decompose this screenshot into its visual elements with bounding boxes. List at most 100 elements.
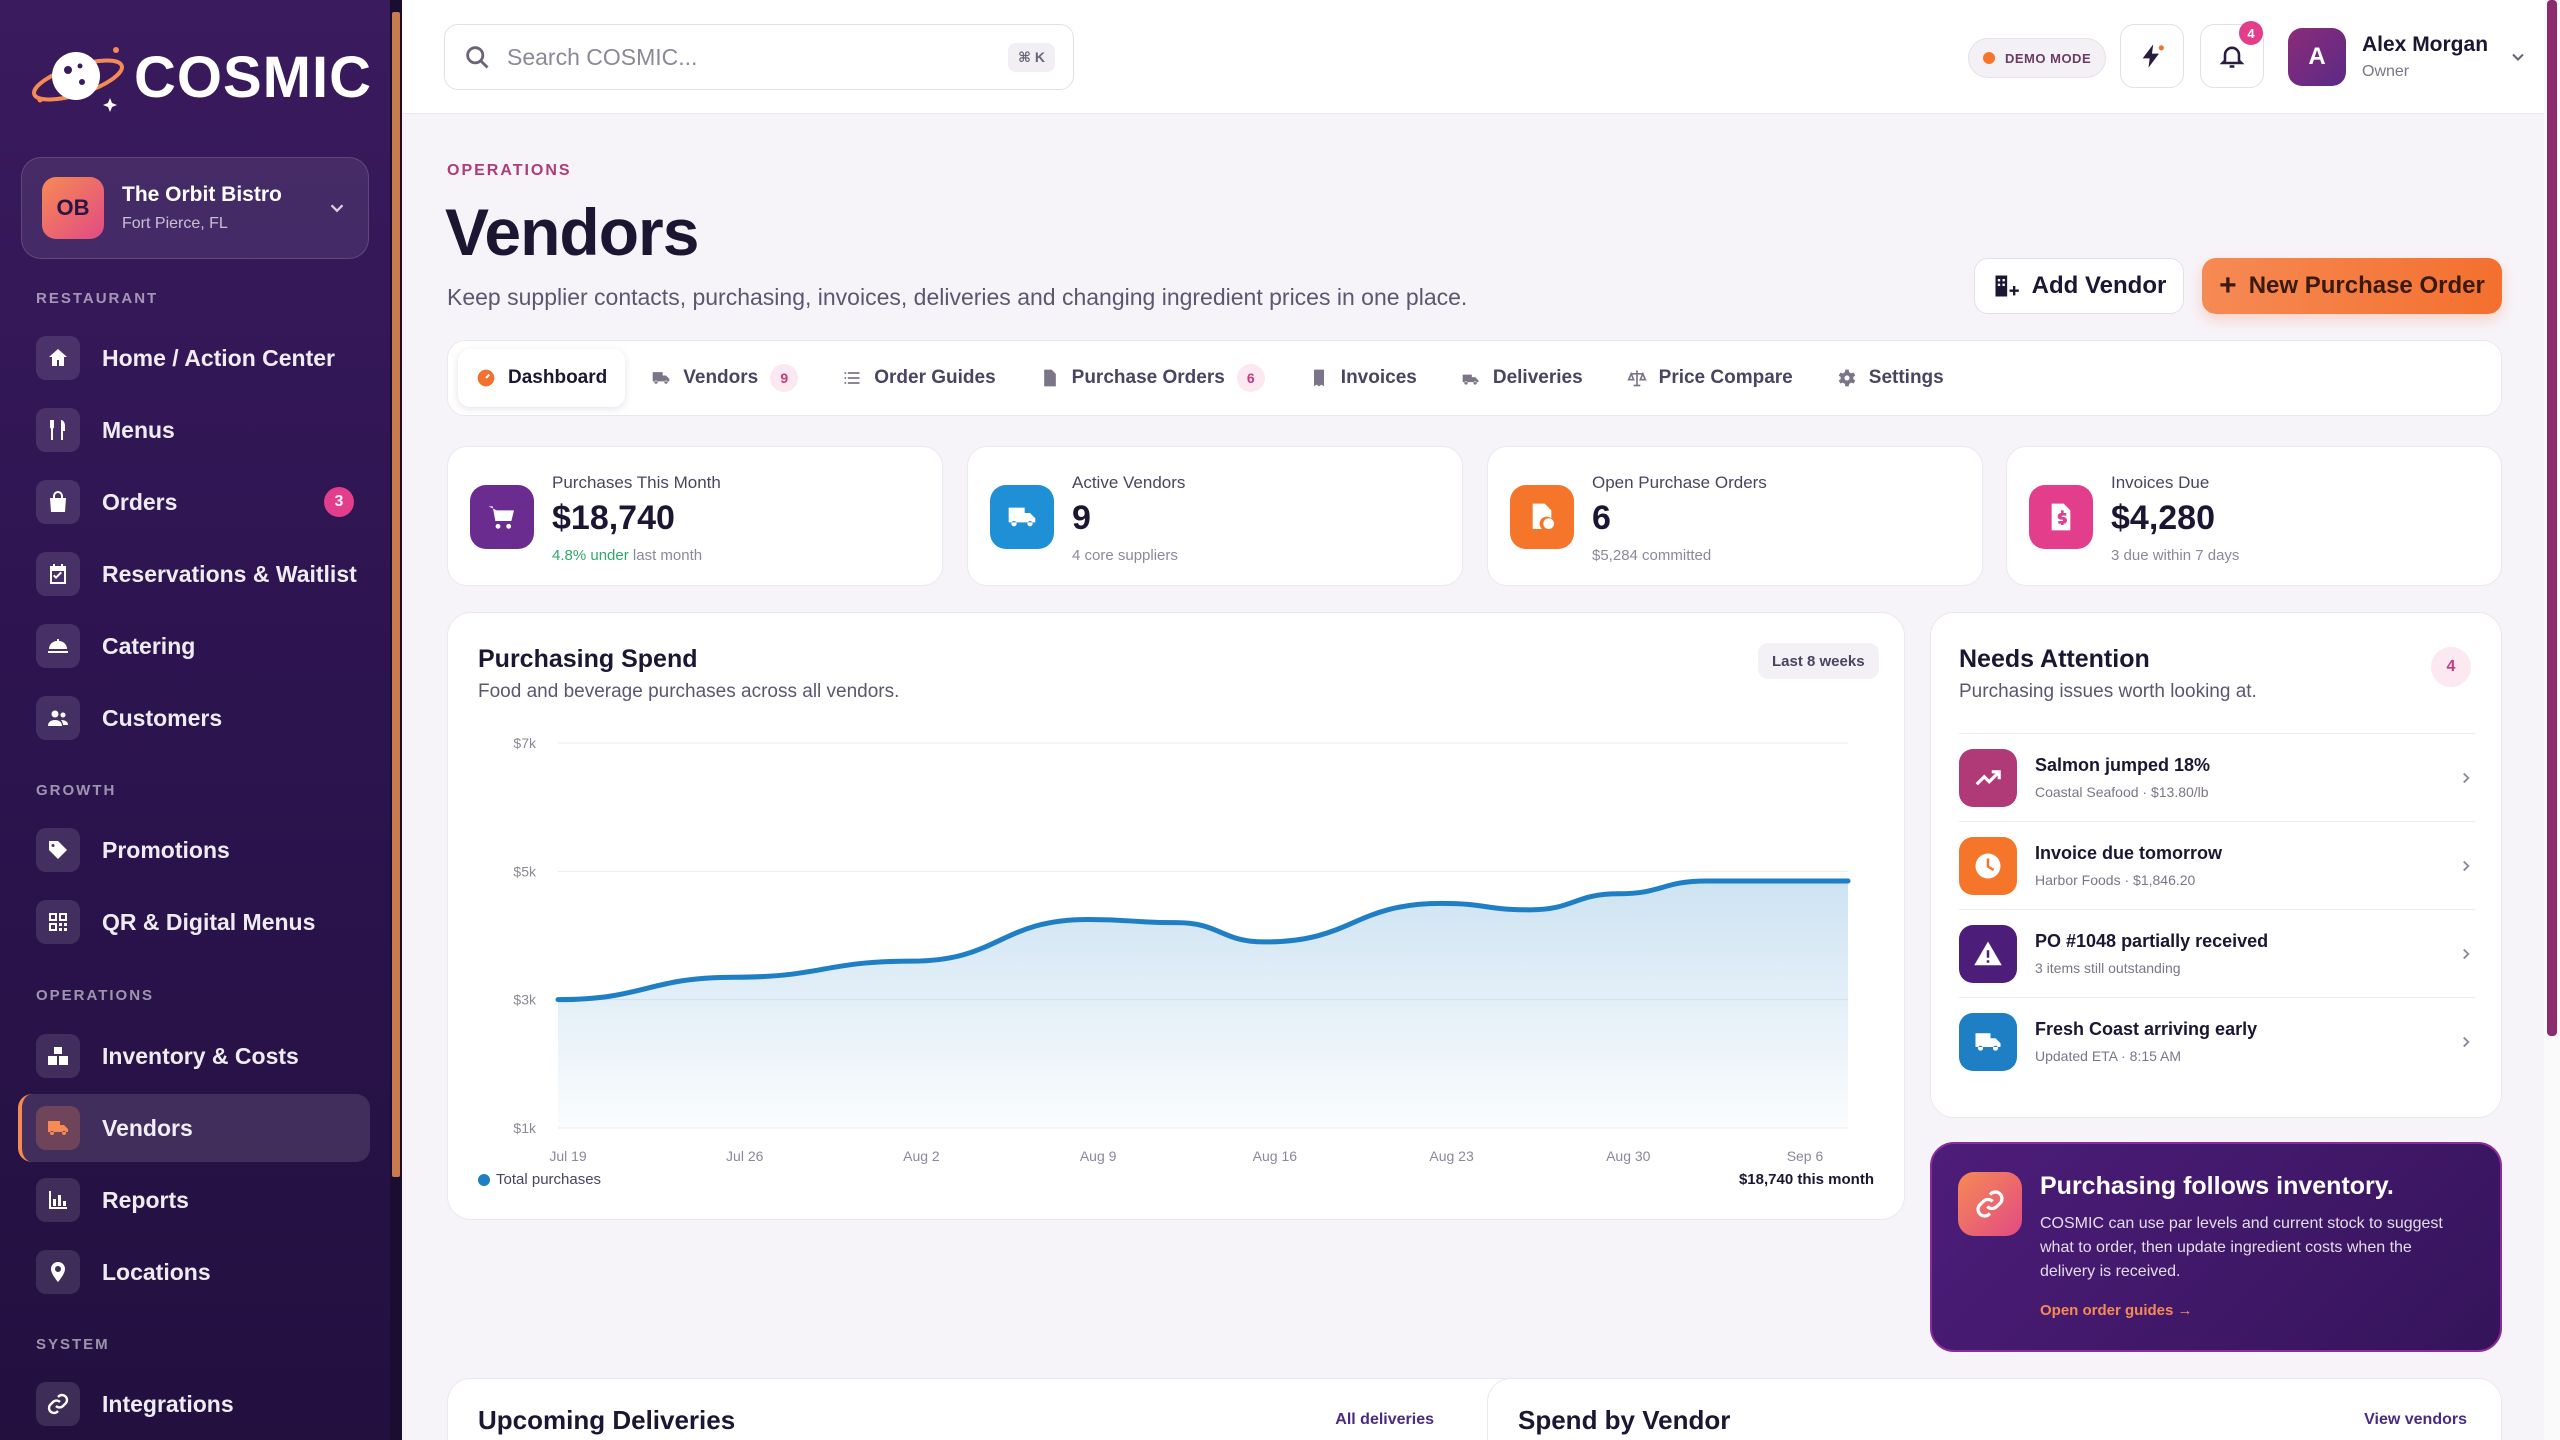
tab-count-badge: 6 — [1236, 364, 1265, 392]
bag-icon — [36, 480, 80, 524]
demo-status-dot — [1983, 52, 1995, 64]
card-title: Purchasing Spend — [478, 645, 698, 673]
sidebar-item-promotions[interactable]: Promotions — [18, 816, 370, 884]
sidebar-item-menus[interactable]: Menus — [18, 396, 370, 464]
user-menu[interactable]: A Alex Morgan Owner — [2288, 28, 2528, 86]
stat-value: $4,280 — [2111, 499, 2215, 537]
attention-item[interactable]: PO #1048 partially received 3 items stil… — [1959, 909, 2475, 997]
add-vendor-label: Add Vendor — [2031, 272, 2167, 299]
attention-meta: Coastal Seafood · $13.80/lb — [2035, 784, 2209, 800]
warning-icon — [1959, 924, 2017, 983]
sidebar-item-orders[interactable]: Orders 3 — [18, 468, 370, 536]
tab-label: Price Compare — [1658, 367, 1793, 388]
attention-item[interactable]: Salmon jumped 18% Coastal Seafood · $13.… — [1959, 733, 2475, 821]
sidebar-scrollbar-thumb[interactable] — [392, 12, 400, 1177]
stat-card-purchases[interactable]: Purchases This Month $18,740 4.8% under … — [447, 446, 943, 586]
y-tick-label: $7k — [513, 735, 537, 751]
attention-title: PO #1048 partially received — [2035, 931, 2269, 951]
stat-footnote: 4.8% under last month — [552, 547, 702, 564]
tab-price-compare[interactable]: Price Compare — [1609, 349, 1811, 407]
chevron-right-icon — [2463, 948, 2470, 959]
chart-total: $18,740 this month — [1738, 1171, 1874, 1188]
attention-meta: Harbor Foods · $1,846.20 — [2035, 872, 2196, 888]
tab-invoices[interactable]: Invoices — [1291, 349, 1435, 407]
attention-count-badge: 4 — [2431, 647, 2471, 687]
truck-icon — [1959, 1012, 2017, 1071]
stat-value: 9 — [1072, 499, 1091, 537]
sidebar-item-reports[interactable]: Reports — [18, 1166, 370, 1234]
stat-card-invoices-due[interactable]: Invoices Due $4,280 3 due within 7 days — [2006, 446, 2502, 586]
stat-card-open-pos[interactable]: Open Purchase Orders 6 $5,284 committed — [1487, 446, 1983, 586]
tab-label: Invoices — [1340, 367, 1417, 388]
page-subtitle: Keep supplier contacts, purchasing, invo… — [447, 284, 1468, 310]
sidebar-item-label: Orders — [102, 488, 178, 515]
main-scrollbar-thumb[interactable] — [2547, 0, 2557, 1036]
sidebar-item-reservations[interactable]: Reservations & Waitlist — [18, 540, 370, 608]
search-input[interactable] — [507, 43, 1008, 71]
tab-deliveries[interactable]: Deliveries — [1443, 349, 1601, 407]
sidebar-item-qr-menus[interactable]: QR & Digital Menus — [18, 888, 370, 956]
global-search[interactable]: ⌘ K — [444, 24, 1074, 90]
quick-actions-button[interactable] — [2120, 24, 2184, 88]
card-title: Spend by Vendor — [1518, 1405, 1731, 1435]
clock-icon — [1959, 836, 2017, 895]
sidebar-item-label: Catering — [102, 632, 196, 659]
brand-logo[interactable]: COSMIC — [26, 36, 372, 118]
date-range-chip[interactable]: Last 8 weeks — [1758, 643, 1879, 679]
legend-label: Total purchases — [496, 1171, 602, 1188]
notifications-button[interactable]: 4 — [2200, 21, 2264, 88]
tab-vendors[interactable]: Vendors 9 — [633, 349, 816, 407]
planet-logo-icon — [32, 47, 124, 112]
chart-legend: Total purchases — [478, 1171, 601, 1188]
sidebar-item-label: Menus — [102, 416, 175, 443]
sidebar-item-integrations[interactable]: Integrations — [18, 1370, 370, 1438]
utensils-icon — [36, 408, 80, 452]
scale-icon — [1627, 370, 1647, 387]
tab-label: Dashboard — [508, 367, 608, 388]
sidebar-item-locations[interactable]: Locations — [18, 1238, 370, 1306]
tab-settings[interactable]: Settings — [1819, 349, 1962, 407]
pin-icon — [36, 1250, 80, 1294]
gear-icon — [1838, 369, 1856, 387]
stat-footnote: 3 due within 7 days — [2111, 547, 2240, 564]
demo-mode-label: DEMO MODE — [2005, 50, 2092, 66]
new-purchase-order-button[interactable]: + New Purchase Order — [2202, 258, 2502, 314]
stat-value: 6 — [1592, 499, 1611, 537]
restaurant-avatar: OB — [42, 177, 104, 239]
sidebar-item-inventory[interactable]: Inventory & Costs — [18, 1022, 370, 1090]
stat-trend: 4.8% under — [552, 547, 629, 564]
y-tick-label: $1k — [513, 1120, 537, 1136]
sidebar-item-label: Integrations — [102, 1390, 234, 1417]
delivery-icon — [1462, 374, 1479, 385]
cart-icon — [470, 485, 534, 549]
nav-section-operations: OPERATIONS — [36, 987, 155, 1004]
link-icon — [36, 1382, 80, 1426]
view-vendors-link[interactable]: View vendors — [2364, 1411, 2467, 1428]
add-vendor-button[interactable]: Add Vendor — [1974, 258, 2184, 314]
sidebar-item-vendors[interactable]: Vendors — [18, 1094, 370, 1162]
restaurant-switcher[interactable]: OB The Orbit Bistro Fort Pierce, FL — [21, 157, 369, 259]
purchasing-spend-chart: $7k $5k $3k $1k Jul 19 Jul 26 Aug 2 Aug 9 Aug 16… — [513, 735, 1851, 1164]
attention-title: Salmon jumped 18% — [2035, 755, 2211, 775]
open-order-guides-link[interactable]: Open order guides → — [2040, 1302, 2193, 1319]
tab-label: Purchase Orders — [1071, 367, 1225, 388]
nav-section-growth: GROWTH — [36, 782, 117, 799]
x-tick-label: Aug 23 — [1429, 1148, 1474, 1164]
tab-label: Settings — [1868, 367, 1944, 388]
stat-foot-text: last month — [628, 547, 703, 564]
stat-card-active-vendors[interactable]: Active Vendors 9 4 core suppliers — [967, 446, 1463, 586]
x-tick-label: Aug 9 — [1080, 1148, 1117, 1164]
dashboard-icon — [477, 369, 495, 387]
sidebar-item-home[interactable]: Home / Action Center — [18, 324, 370, 392]
tab-dashboard[interactable]: Dashboard — [458, 349, 626, 407]
all-deliveries-link[interactable]: All deliveries — [1335, 1411, 1434, 1428]
sidebar-item-catering[interactable]: Catering — [18, 612, 370, 680]
demo-mode-badge[interactable]: DEMO MODE — [1968, 38, 2107, 78]
list-icon — [844, 372, 860, 384]
attention-item[interactable]: Fresh Coast arriving early Updated ETA ·… — [1959, 997, 2475, 1085]
tab-purchase-orders[interactable]: Purchase Orders 6 — [1022, 349, 1283, 407]
series-area-total-purchases — [558, 880, 1848, 1128]
attention-item[interactable]: Invoice due tomorrow Harbor Foods · $1,8… — [1959, 821, 2475, 909]
tab-order-guides[interactable]: Order Guides — [824, 349, 1013, 407]
sidebar-item-customers[interactable]: Customers — [18, 684, 370, 752]
